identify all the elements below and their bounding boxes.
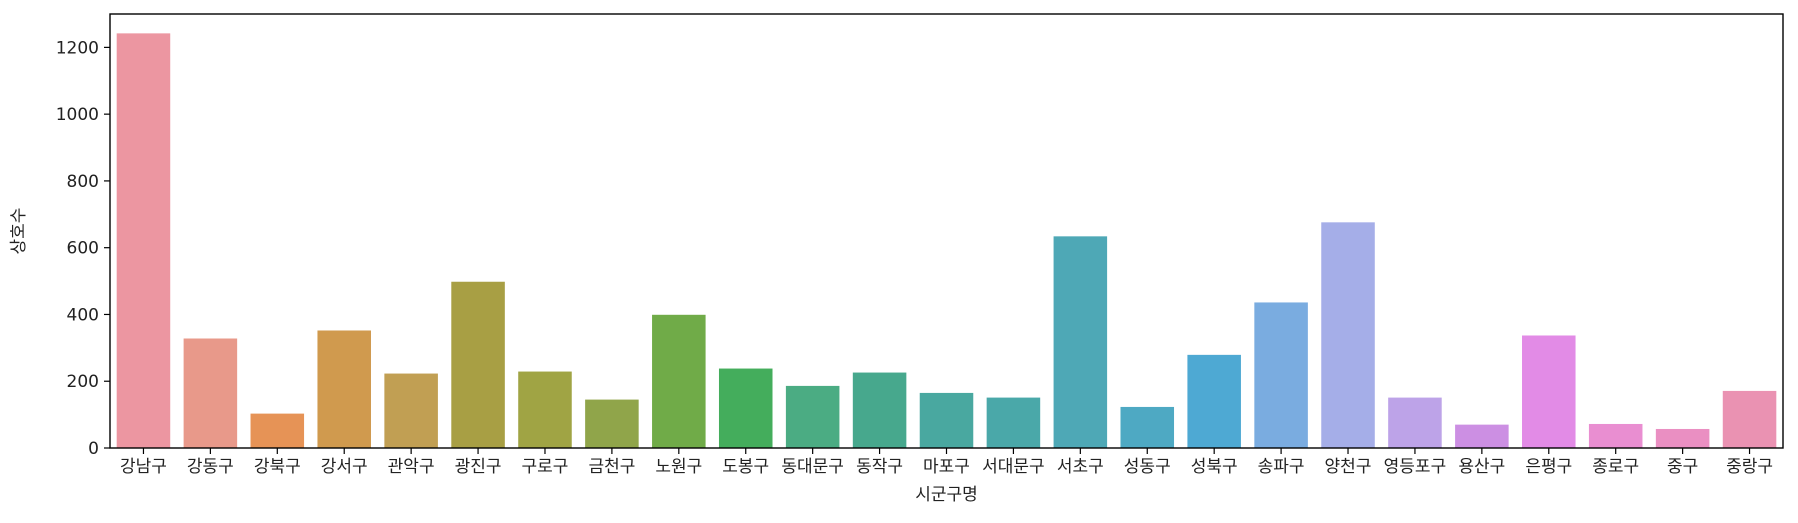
bar-20	[1455, 424, 1509, 448]
x-tick-label-24: 중랑구	[1726, 457, 1773, 477]
y-tick-label-4: 800	[67, 172, 99, 192]
bar-0	[116, 33, 171, 449]
x-tick-label-18: 양천구	[1325, 457, 1372, 477]
bar-19	[1388, 397, 1442, 448]
bar-2	[250, 413, 305, 448]
bar-1	[183, 338, 238, 448]
x-tick-label-19: 영등포구	[1384, 457, 1447, 477]
bar-11	[852, 372, 907, 448]
x-tick-label-0: 강남구	[120, 457, 167, 477]
bar-12	[919, 392, 974, 448]
x-tick-label-4: 관악구	[388, 457, 435, 477]
bar-17	[1254, 302, 1308, 448]
y-tick-label-6: 1200	[56, 38, 99, 58]
y-tick-label-3: 600	[67, 239, 99, 259]
bar-21	[1522, 335, 1576, 448]
x-tick-label-22: 종로구	[1592, 457, 1639, 477]
x-tick-label-5: 광진구	[455, 457, 502, 477]
y-tick-label-5: 1000	[56, 105, 99, 125]
x-tick-label-10: 동대문구	[781, 457, 844, 477]
y-tick-label-2: 400	[67, 305, 99, 325]
bar-10	[785, 385, 840, 448]
bar-14	[1053, 236, 1108, 448]
x-tick-label-23: 중구	[1667, 457, 1698, 477]
bar-16	[1187, 354, 1241, 448]
x-tick-label-11: 동작구	[856, 457, 903, 477]
bar-9	[718, 368, 773, 448]
x-axis-label: 시군구명	[915, 485, 978, 505]
x-tick-label-20: 용산구	[1458, 457, 1505, 477]
x-tick-label-21: 은평구	[1525, 457, 1572, 477]
bar-4	[384, 373, 438, 448]
x-tick-label-17: 송파구	[1258, 457, 1305, 477]
bar-13	[986, 397, 1041, 448]
x-tick-label-9: 도봉구	[722, 457, 769, 477]
x-tick-label-1: 강동구	[187, 457, 234, 477]
bar-5	[451, 281, 505, 448]
y-tick-label-0: 0	[88, 439, 99, 459]
bar-24	[1722, 390, 1777, 448]
x-tick-label-2: 강북구	[254, 457, 301, 477]
x-tick-label-7: 금천구	[588, 457, 635, 477]
x-tick-label-12: 마포구	[923, 457, 970, 477]
x-tick-label-3: 강서구	[321, 457, 368, 477]
x-tick-label-13: 서대문구	[982, 457, 1045, 477]
y-axis: 0 200 400 600 800 1000 1200	[56, 38, 110, 459]
x-tick-label-8: 노원구	[655, 457, 702, 477]
bar-3	[317, 330, 371, 448]
x-axis: 강남구 강동구 강북구 강서구 관악구 광진구 구로구 금천구 노원구 도봉구 동대문구 동작구 마포구…	[120, 448, 1773, 477]
bar-15	[1120, 406, 1175, 448]
bar-23	[1655, 428, 1710, 448]
bar-22	[1588, 423, 1643, 448]
x-tick-label-6: 구로구	[522, 457, 569, 477]
y-tick-label-1: 200	[67, 372, 99, 392]
y-axis-label: 상호수	[9, 208, 29, 255]
x-tick-label-15: 성동구	[1124, 457, 1171, 477]
bar-7	[585, 399, 639, 448]
x-tick-label-16: 성북구	[1191, 457, 1238, 477]
bar-6	[518, 371, 572, 448]
bar-8	[652, 314, 706, 448]
x-tick-label-14: 서초구	[1057, 457, 1104, 477]
bar-18	[1321, 222, 1375, 448]
bars-group	[116, 33, 1777, 449]
